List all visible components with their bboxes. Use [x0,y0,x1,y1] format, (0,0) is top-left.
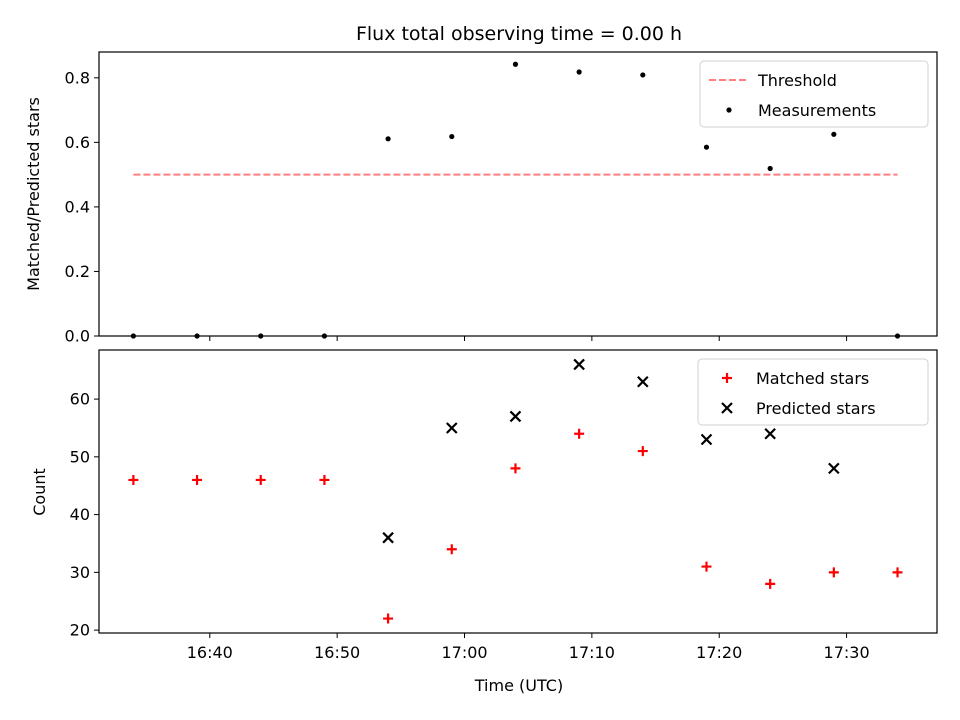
legend-matched-handle [722,373,732,383]
x-tick-label: 17:00 [441,643,487,662]
matched-stars-point [383,613,394,624]
legend-entry: Threshold [757,71,837,90]
predicted-stars-point [828,462,840,475]
x-tick-label: 16:40 [187,643,233,662]
matched-stars-point [637,446,648,457]
legend-box [699,60,929,128]
matched-stars-point [892,567,903,578]
legend: Threshold Measurements [699,60,929,128]
legend: Matched stars Predicted stars [697,358,929,426]
legend-measurement-handle [726,107,732,113]
legend-entry: Predicted stars [756,399,876,418]
legend-entry: Measurements [758,101,876,120]
y-tick-label: 0.6 [65,133,90,152]
y-tick-label: 0.4 [65,197,90,216]
top-y-axis-label: Matched/Predicted stars [24,97,43,291]
measurement-point [576,69,582,75]
plot-frame [98,349,938,634]
y-tick-label: 0.8 [65,68,90,87]
bottom-y-axis-label: Count [30,468,49,516]
predicted-stars-point [509,410,522,423]
matched-stars-point [701,561,712,572]
y-tick-label: 20 [70,621,90,640]
predicted-stars-point [445,422,458,434]
x-tick-label: 17:30 [824,643,870,662]
predicted-stars-point [764,427,776,440]
measurement-point [512,61,519,67]
predicted-stars-point [573,358,585,371]
bottom-panel: 20 30 40 50 60 16:40 16:50 17:00 17:10 17:20 17:30… [70,349,938,662]
measurement-point [767,165,773,172]
predicted-stars-point [637,375,649,388]
measurement-point [385,136,391,142]
measurement-point [703,144,710,150]
plot-frame [98,51,938,337]
y-tick-label: 60 [70,390,90,409]
matched-stars-point [574,428,585,439]
x-tick-label: 16:50 [314,643,360,662]
predicted-stars-point [382,531,394,544]
matched-stars-point [510,463,521,474]
y-tick-label: 30 [70,563,90,582]
legend-entry: Matched stars [756,369,869,388]
measurement-point [831,131,837,137]
matched-stars-point [828,567,839,578]
chart-title: Flux total observing time = 0.00 h [356,23,682,45]
matched-stars-point [765,578,776,589]
y-tick-label: 50 [70,447,90,466]
y-tick-label: 40 [70,505,90,524]
legend-box [697,358,929,426]
top-panel: 0.0 0.2 0.4 0.6 0.8 Threshold Measurements [65,51,938,346]
x-axis-label: Time (UTC) [474,676,563,695]
y-tick-label: 0.0 [65,327,90,346]
matched-stars-point [446,544,457,555]
measurement-point [640,72,646,78]
matched-stars-point [319,474,330,485]
y-tick-label: 0.2 [65,262,90,281]
x-tick-label: 17:20 [696,643,742,662]
x-tick-label: 17:10 [569,643,615,662]
legend-predicted-handle [721,402,733,414]
matched-stars-point [128,474,139,485]
measurement-point [449,133,455,140]
matched-stars-point [255,474,266,485]
predicted-stars-point [700,433,713,446]
matched-stars-point [192,474,203,485]
